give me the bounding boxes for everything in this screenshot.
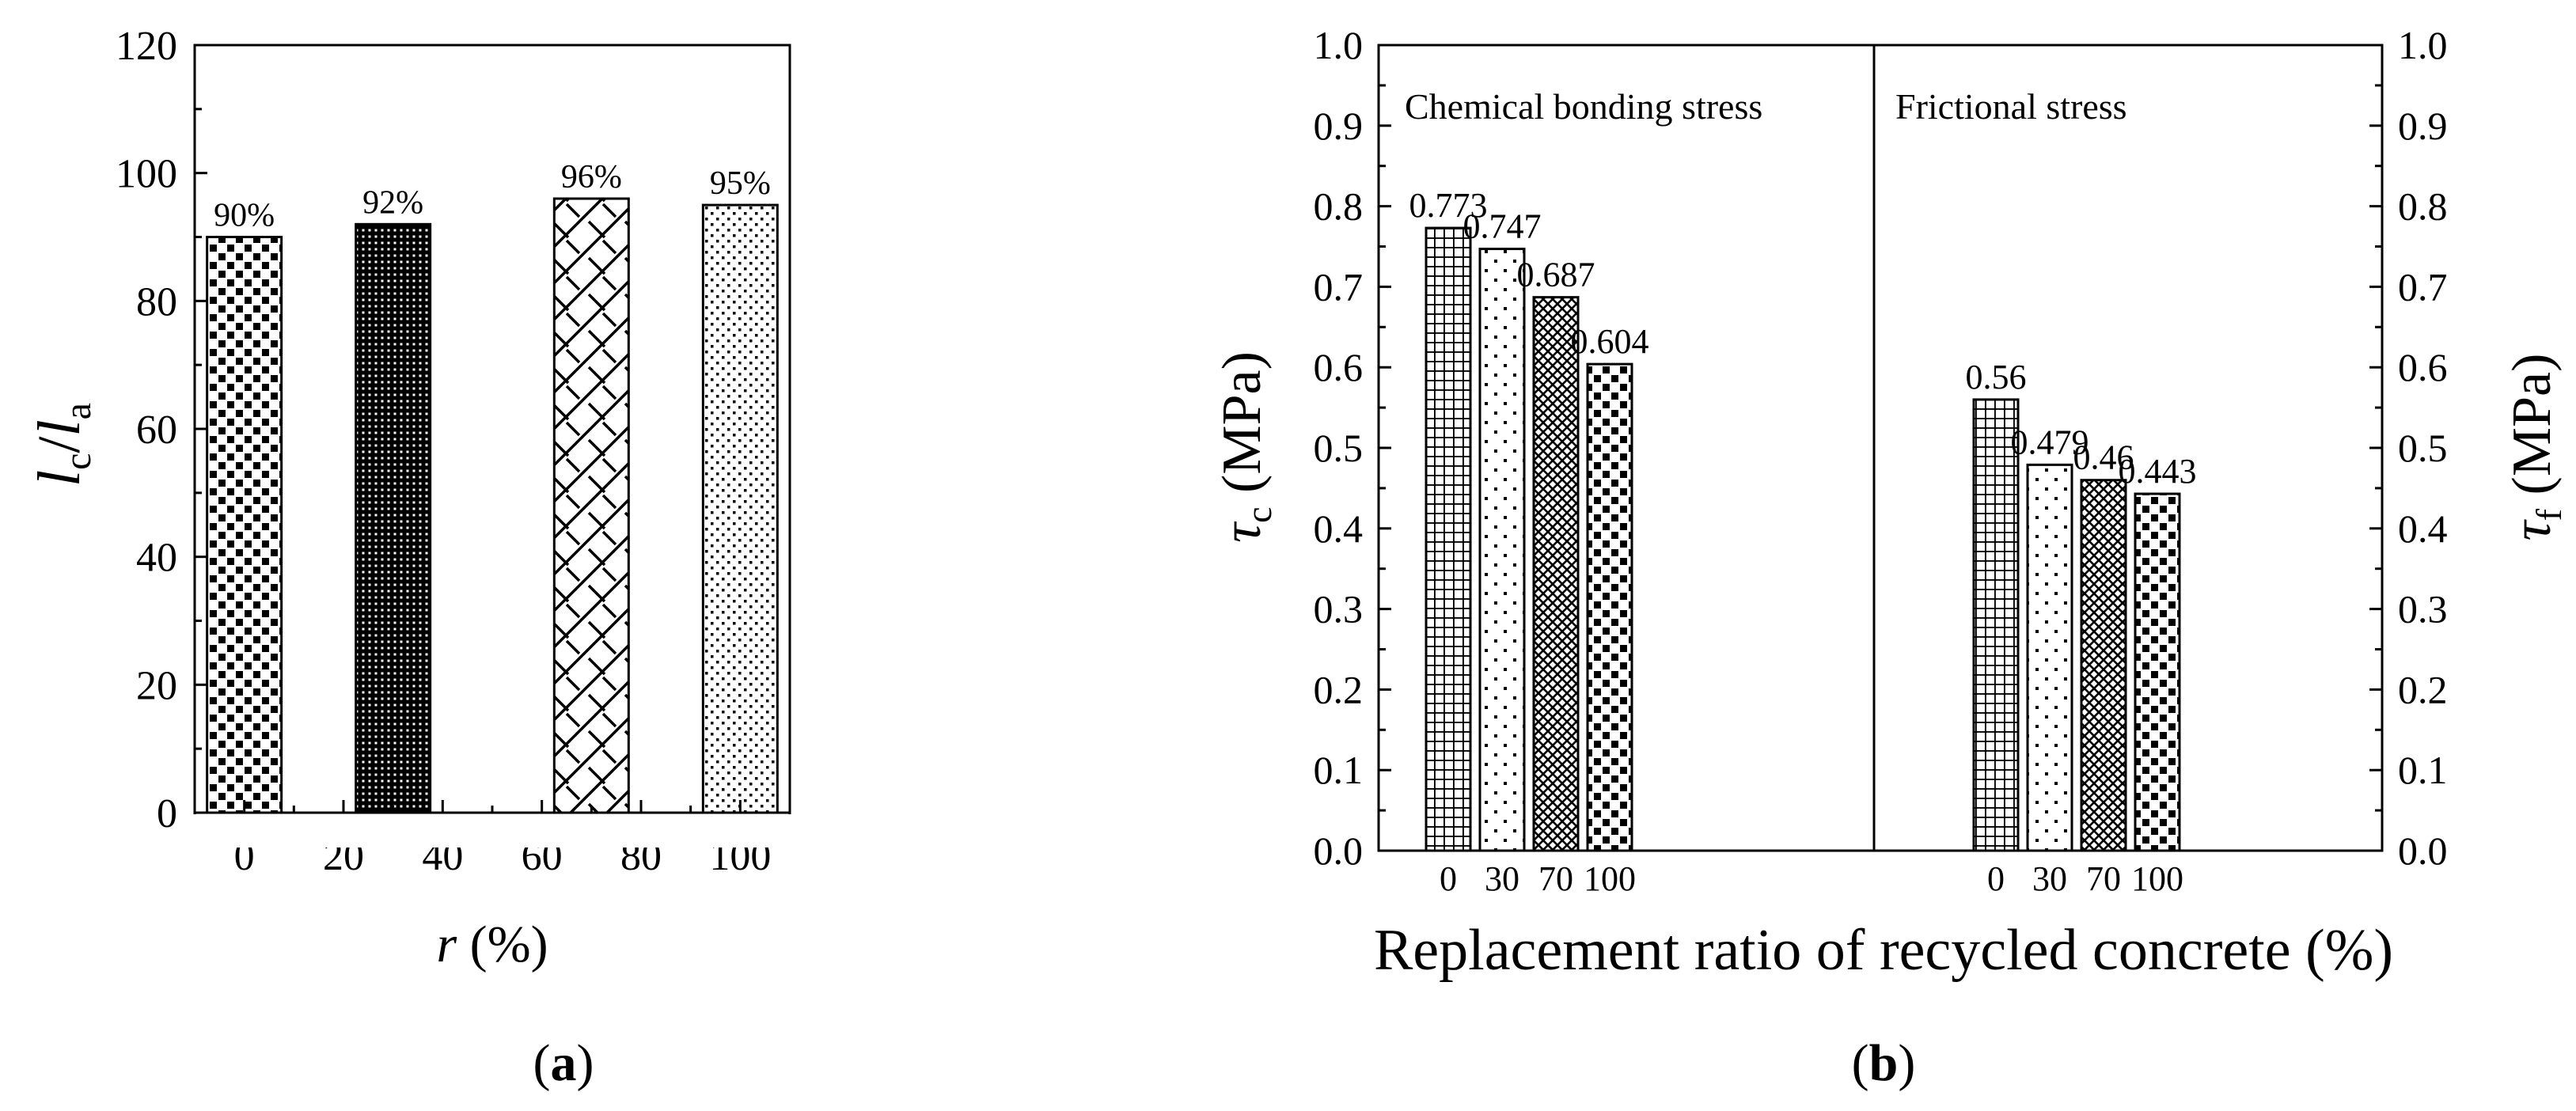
panel-b-bar-label: 0.56 — [1966, 358, 2027, 396]
panel-b-bar — [2134, 492, 2181, 852]
panel-a-bars — [206, 197, 779, 814]
panel-b-left-y-tick-label: 0.4 — [1314, 506, 1364, 551]
panel-b-left-y-tick-label: 0.1 — [1314, 748, 1364, 792]
panel-a-y-axis-label: lc/la — [26, 403, 99, 487]
panel-a-bar — [355, 222, 432, 814]
panel-b-x-tick-label: 70 — [2086, 859, 2121, 898]
panel-b-left-y-tick-label: 0.9 — [1314, 104, 1364, 148]
panel-b-x-tick-label: 30 — [2032, 859, 2067, 898]
panel-b-right-y-tick-label: 0.5 — [2398, 426, 2448, 470]
panel-b-left-y-tick-label: 0.5 — [1314, 426, 1364, 470]
panel-a-bar — [552, 197, 630, 814]
panel-a-x-ticks: 0 20 40 60 80 100 — [193, 800, 791, 879]
panel-b-bar — [1586, 362, 1633, 852]
panel-b-right-y-axis-label: τf (MPa) — [2502, 354, 2569, 541]
panel-b-x-tick-label: 0 — [1987, 859, 2005, 898]
panel-b-left-y-tick-label: 0.3 — [1314, 587, 1364, 631]
panel-b-bars — [1425, 226, 2181, 852]
panel-b-bar — [1425, 226, 1472, 852]
panel-b-right-y-tick-label: 0.6 — [2398, 345, 2448, 389]
panel-a-y-tick-label: 0 — [157, 791, 177, 836]
panel-b-right-y-tick-label: 1.0 — [2398, 23, 2448, 67]
panel-b-x-axis-label: Replacement ratio of recycled concrete (… — [1374, 918, 2393, 983]
panel-a-bar-labels: 90% 92% 96% 95% — [214, 159, 771, 234]
panel-b-bar-label: 0.479 — [2011, 423, 2089, 461]
panel-a-y-tick-label: 100 — [116, 152, 177, 197]
panel-a-y-tick-label: 80 — [136, 279, 177, 324]
panel-b-x-tick-label: 100 — [2131, 859, 2183, 898]
panel-b-group-title-frictional: Frictional stress — [1895, 86, 2127, 127]
panel-a-bar-label: 95% — [710, 165, 771, 202]
panel-b-right-y-tick-label: 0.1 — [2398, 748, 2448, 792]
panel-b-x-ticks: 0 30 70 100 0 30 70 100 — [1440, 859, 2183, 898]
panel-b-group-title-chemical: Chemical bonding stress — [1405, 86, 1762, 127]
panel-b-bar-label: 0.443 — [2119, 452, 2197, 491]
panel-b-right-y-tick-label: 0.3 — [2398, 587, 2448, 631]
panel-b-left-y-tick-label: 0.0 — [1314, 829, 1364, 873]
panel-b-left-y-axis-label: τc (MPa) — [1212, 351, 1279, 543]
panel-a-bar — [206, 236, 283, 814]
panel-b-right-y-tick-label: 0.4 — [2398, 506, 2448, 551]
panel-b-bar-label: 0.46 — [2073, 438, 2134, 477]
panel-b-x-tick-label: 70 — [1538, 859, 1573, 898]
panel-a-x-axis-label: r (%) — [436, 916, 548, 973]
panel-b-right-y-tick-label: 0.2 — [2398, 667, 2448, 711]
panel-a-bar-label: 90% — [214, 198, 275, 234]
panel-a-plot-frame — [193, 44, 791, 846]
panel-b-bar-label: 0.747 — [1463, 207, 1542, 246]
panel-b-right-y-tick-label: 0.8 — [2398, 184, 2448, 229]
panel-a-y-tick-label: 20 — [136, 663, 177, 708]
panel-a-y-tick-label: 60 — [136, 408, 177, 453]
panel-b-right-y-tick-label: 0.9 — [2398, 104, 2448, 148]
panel-a-y-ticks: 0 20 40 60 80 100 120 — [116, 24, 207, 836]
panel-b-right-y-tick-label: 0.7 — [2398, 264, 2448, 309]
panel-b-left-y-ticks: 0.0 0.1 0.2 0.3 0.4 0.5 0.6 0.7 0.8 0.9 1.0 — [1314, 23, 1391, 873]
panel-a-label: (a) — [533, 1034, 594, 1092]
panel-b-left-y-tick-label: 0.6 — [1314, 345, 1364, 389]
panel-b-bar — [1532, 296, 1580, 852]
panel-b-right-y-tick-label: 0.0 — [2398, 829, 2448, 873]
panel-b-right-y-ticks: 0.0 0.1 0.2 0.3 0.4 0.5 0.6 0.7 0.8 0.9 1.0 — [2369, 23, 2448, 873]
panel-b-x-tick-label: 100 — [1584, 859, 1636, 898]
panel-b-label: (b) — [1852, 1034, 1916, 1092]
panel-a-y-tick-label: 120 — [116, 24, 177, 69]
panel-b-left-y-tick-label: 0.8 — [1314, 184, 1364, 229]
panel-b-plot-frame — [1377, 44, 2384, 852]
panel-b-bar-label: 0.687 — [1517, 256, 1595, 294]
panel-b-bar-label: 0.604 — [1571, 322, 1649, 361]
panel-b-bar-label: 0.773 — [1409, 186, 1488, 225]
panel-b-x-tick-label: 0 — [1440, 859, 1457, 898]
panel-b-bar — [1972, 398, 2020, 852]
panel-b-left-y-tick-label: 0.7 — [1314, 264, 1364, 309]
panel-a-bar-label: 92% — [362, 184, 423, 221]
panel-b-bar — [1478, 248, 1526, 852]
panel-b-left-y-tick-label: 0.2 — [1314, 667, 1364, 711]
panel-b-bar — [2080, 479, 2127, 852]
panel-a-bar-label: 96% — [561, 159, 622, 195]
panel-b-x-tick-label: 30 — [1485, 859, 1519, 898]
panel-b-left-y-tick-label: 1.0 — [1314, 23, 1364, 67]
panel-b-bar — [2026, 463, 2073, 852]
panel-a-y-tick-label: 40 — [136, 536, 177, 581]
panel-a-bar — [701, 203, 779, 814]
panel-a-frame-mask — [193, 814, 791, 847]
